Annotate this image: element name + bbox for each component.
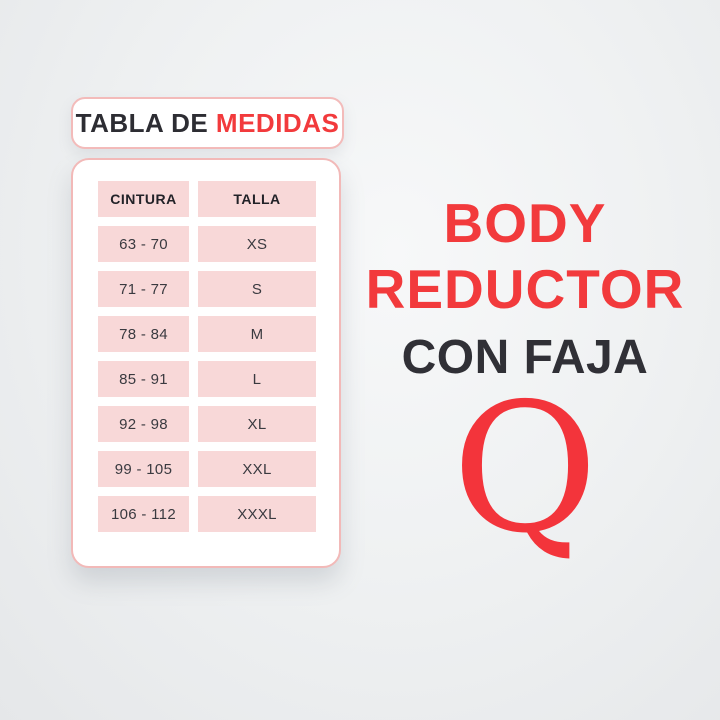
table-cell-talla: XXXL bbox=[198, 496, 316, 532]
table-cell-cintura: 63 - 70 bbox=[98, 226, 189, 262]
table-cell-talla: M bbox=[198, 316, 316, 352]
product-name-line1: BODY bbox=[443, 192, 607, 254]
table-cell-cintura: 99 - 105 bbox=[98, 451, 189, 487]
size-chart-card: CINTURA TALLA 63 - 70 XS 71 - 77 S 78 - … bbox=[71, 158, 341, 568]
table-cell-cintura: 71 - 77 bbox=[98, 271, 189, 307]
table-cell-talla: XS bbox=[198, 226, 316, 262]
product-headline-block: BODY REDUCTOR CON FAJA Q bbox=[352, 190, 698, 572]
table-cell-talla: XL bbox=[198, 406, 316, 442]
table-cell-talla: S bbox=[198, 271, 316, 307]
table-cell-talla: L bbox=[198, 361, 316, 397]
column-header-talla: TALLA bbox=[198, 181, 316, 217]
table-cell-cintura: 78 - 84 bbox=[98, 316, 189, 352]
table-cell-cintura: 106 - 112 bbox=[98, 496, 189, 532]
size-chart-title-dark: TABLA DE bbox=[75, 107, 216, 138]
product-subtitle: CON FAJA bbox=[401, 331, 649, 384]
table-cell-cintura: 85 - 91 bbox=[98, 361, 189, 397]
column-header-cintura: CINTURA bbox=[98, 181, 189, 217]
size-chart-title-red: MEDIDAS bbox=[215, 107, 340, 138]
table-cell-talla: XXL bbox=[198, 451, 316, 487]
brand-letter-q: Q bbox=[452, 365, 598, 572]
size-chart-title-box: TABLA DE MEDIDAS bbox=[71, 97, 344, 149]
size-table: CINTURA TALLA 63 - 70 XS 71 - 77 S 78 - … bbox=[98, 181, 316, 532]
product-name-line2: REDUCTOR bbox=[365, 258, 685, 320]
table-cell-cintura: 92 - 98 bbox=[98, 406, 189, 442]
